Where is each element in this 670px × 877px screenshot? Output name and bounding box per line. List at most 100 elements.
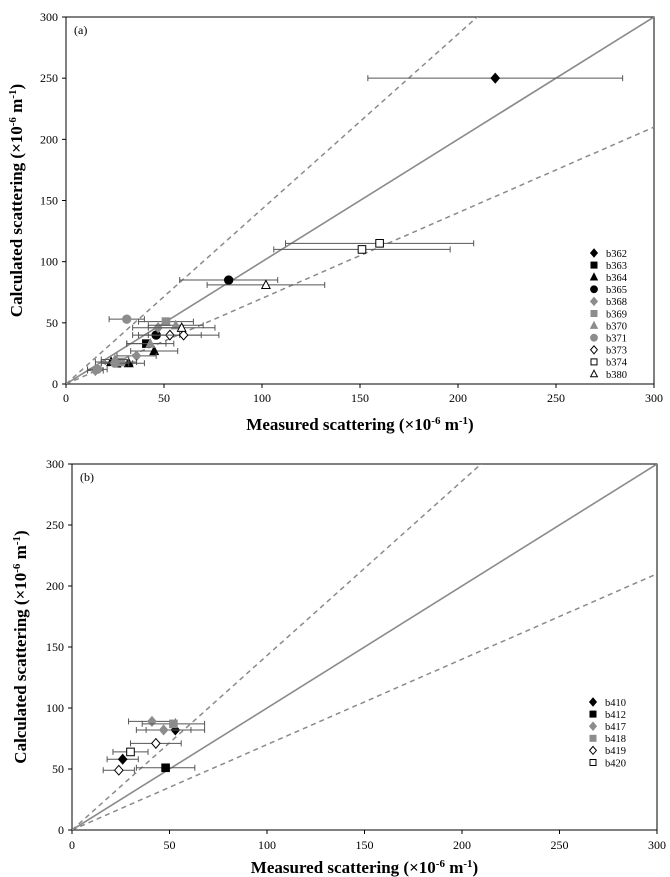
one-to-one-line <box>72 464 657 830</box>
y-tick-label: 100 <box>40 255 58 269</box>
series-b374 <box>273 239 475 254</box>
x-axis-title: Measured scattering (×10-6 m-1) <box>251 858 478 877</box>
data-point-b412 <box>161 763 170 773</box>
data-point-b374 <box>357 245 367 254</box>
legend-label: b420 <box>605 758 626 769</box>
panel-label: (b) <box>80 470 94 484</box>
data-point-b419 <box>150 737 161 749</box>
legend-label: b410 <box>605 698 626 709</box>
panel-label: (a) <box>74 23 87 37</box>
data-point-b420 <box>126 747 135 757</box>
legend-label: b418 <box>605 734 626 745</box>
dashed-bound-line-1 <box>66 17 479 384</box>
y-tick-label: 250 <box>46 518 64 532</box>
y-tick-label: 200 <box>46 579 64 593</box>
legend-marker-b380 <box>589 369 599 378</box>
legend-marker-b418 <box>589 734 597 742</box>
legend-label: b412 <box>605 710 626 721</box>
y-tick-label: 250 <box>40 71 58 85</box>
x-tick-label: 0 <box>69 838 75 852</box>
series-b369 <box>104 317 194 367</box>
legend-marker-b369 <box>590 310 598 317</box>
x-tick-label: 50 <box>158 391 170 405</box>
chart-panel-a: 0 50 100 150 200 250 300 0 50 100 150 200 250 300 Meas… <box>7 10 663 434</box>
x-tick-label: 300 <box>648 838 666 852</box>
y-tick-label: 300 <box>46 457 64 471</box>
legend-label: b417 <box>605 722 626 733</box>
data-point-b370 <box>145 337 156 348</box>
legend-label: b364 <box>606 273 628 284</box>
data-point-b371 <box>110 358 120 368</box>
series-b380 <box>147 279 326 332</box>
y-tick-label: 100 <box>46 701 64 715</box>
x-tick-label: 100 <box>253 391 271 405</box>
legend-label: b419 <box>605 746 626 757</box>
legend-marker-b410 <box>588 697 598 707</box>
legend-marker-b368 <box>589 296 599 307</box>
legend-marker-b412 <box>589 710 597 718</box>
dashed-bound-line-2 <box>72 573 657 830</box>
x-tick-label: 250 <box>551 838 569 852</box>
data-point-b417 <box>158 724 169 736</box>
x-tick-label: 0 <box>63 391 69 405</box>
legend-marker-b371 <box>590 333 598 342</box>
y-tick-label: 200 <box>40 132 58 146</box>
data-point-b371 <box>122 314 132 324</box>
legend-marker-b365 <box>590 285 598 294</box>
legend-label: b370 <box>606 321 627 332</box>
dashed-bound-line-1 <box>72 464 483 830</box>
series-b371 <box>87 314 145 375</box>
y-axis-title: Calculated scattering (×10-6 m-1) <box>7 84 26 317</box>
data-point-b373 <box>178 329 189 341</box>
legend-label: b363 <box>606 261 627 272</box>
chart-panel-b: 0 50 100 150 200 250 300 0 50 100 150 200 250 300 Meas… <box>11 457 666 877</box>
data-point-b418 <box>169 719 178 729</box>
legend-label: b380 <box>606 370 627 381</box>
legend-label: b374 <box>606 358 628 369</box>
one-to-one-line <box>66 17 654 384</box>
y-tick-label: 0 <box>52 377 58 391</box>
y-tick-label: 50 <box>52 762 64 776</box>
reference-lines <box>72 464 657 830</box>
data-point-b370 <box>170 319 181 330</box>
series-b373 <box>138 329 220 341</box>
legend-marker-b370 <box>589 320 599 329</box>
data-point-b417 <box>147 715 157 727</box>
legend-label: b365 <box>606 285 627 296</box>
data-point-b380 <box>176 322 187 332</box>
series-b419 <box>102 737 182 776</box>
legend-marker-b374 <box>590 358 598 366</box>
data-point-b371 <box>92 364 103 375</box>
y-axis-title: Calculated scattering (×10-6 m-1) <box>11 530 30 763</box>
legend-label: b362 <box>606 249 627 260</box>
data-point-b410 <box>117 753 128 765</box>
legend-label: b368 <box>606 297 627 308</box>
data-point-b419 <box>113 764 124 776</box>
data-point-b362 <box>490 72 501 84</box>
series-b362 <box>367 72 624 84</box>
x-tick-label: 50 <box>164 838 176 852</box>
x-tick-label: 150 <box>351 391 369 405</box>
x-tick-label: 300 <box>645 391 663 405</box>
data-point-b365 <box>223 275 234 285</box>
y-tick-label: 0 <box>58 823 64 837</box>
y-tick-label: 50 <box>46 316 58 330</box>
series-b420 <box>112 747 149 757</box>
legend-marker-b363 <box>590 261 598 269</box>
x-tick-label: 250 <box>547 391 565 405</box>
y-tick-label: 150 <box>46 640 64 654</box>
x-axis-title: Measured scattering (×10-6 m-1) <box>246 415 473 434</box>
y-tick-label: 150 <box>40 194 58 208</box>
legend-marker-b364 <box>589 272 599 281</box>
legend-marker-b420 <box>589 759 597 766</box>
reference-lines <box>66 17 654 384</box>
legend-marker-b373 <box>589 345 599 355</box>
y-tick-label: 300 <box>40 10 58 24</box>
legend-marker-b417 <box>588 721 598 731</box>
x-tick-label: 200 <box>453 838 471 852</box>
data-point-b380 <box>260 279 271 290</box>
x-tick-label: 200 <box>449 391 467 405</box>
